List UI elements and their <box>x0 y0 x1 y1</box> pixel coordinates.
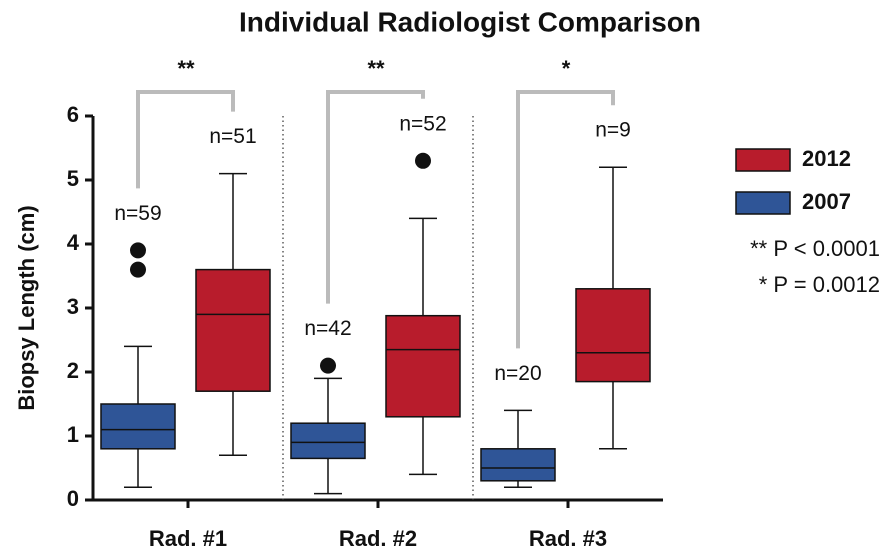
annotation: ** P < 0.0001 <box>750 236 880 261</box>
n-label: n=51 <box>209 125 256 148</box>
y-tick-label: 2 <box>67 358 79 383</box>
n-label: n=20 <box>494 362 541 385</box>
legend-label: 2012 <box>802 146 851 171</box>
x-tick-label: Rad. #1 <box>149 526 227 551</box>
significance-label: ** <box>367 56 385 81</box>
significance-bracket <box>326 90 425 304</box>
legend-label: 2007 <box>802 189 851 214</box>
box <box>195 268 271 392</box>
outlier <box>130 242 146 259</box>
significance-bracket <box>136 90 235 189</box>
y-tick-label: 5 <box>67 166 79 191</box>
n-label: n=42 <box>304 317 351 340</box>
n-label: n=59 <box>114 202 161 225</box>
annotation: * P = 0.0012 <box>759 272 880 297</box>
box <box>290 422 366 460</box>
x-tick-label: Rad. #3 <box>529 526 607 551</box>
y-tick-label: 1 <box>67 422 79 447</box>
box <box>385 314 461 418</box>
box <box>575 288 651 383</box>
significance-label: * <box>562 56 571 81</box>
outlier <box>130 261 146 278</box>
x-tick-label: Rad. #2 <box>339 526 417 551</box>
box <box>480 448 556 482</box>
legend-swatch <box>735 191 791 215</box>
outlier <box>415 152 431 169</box>
box <box>100 403 176 450</box>
legend-swatch <box>735 148 791 172</box>
outlier <box>320 357 336 374</box>
chart-title: Individual Radiologist Comparison <box>239 6 701 37</box>
y-tick-label: 4 <box>67 230 80 255</box>
significance-label: ** <box>177 56 195 81</box>
significance-bracket <box>516 90 615 349</box>
y-tick-label: 3 <box>67 294 79 319</box>
y-tick-label: 0 <box>67 486 79 511</box>
n-label: n=9 <box>595 119 631 142</box>
n-label: n=52 <box>399 112 446 135</box>
y-axis-label: Biopsy Length (cm) <box>14 205 39 410</box>
y-tick-label: 6 <box>67 102 79 127</box>
